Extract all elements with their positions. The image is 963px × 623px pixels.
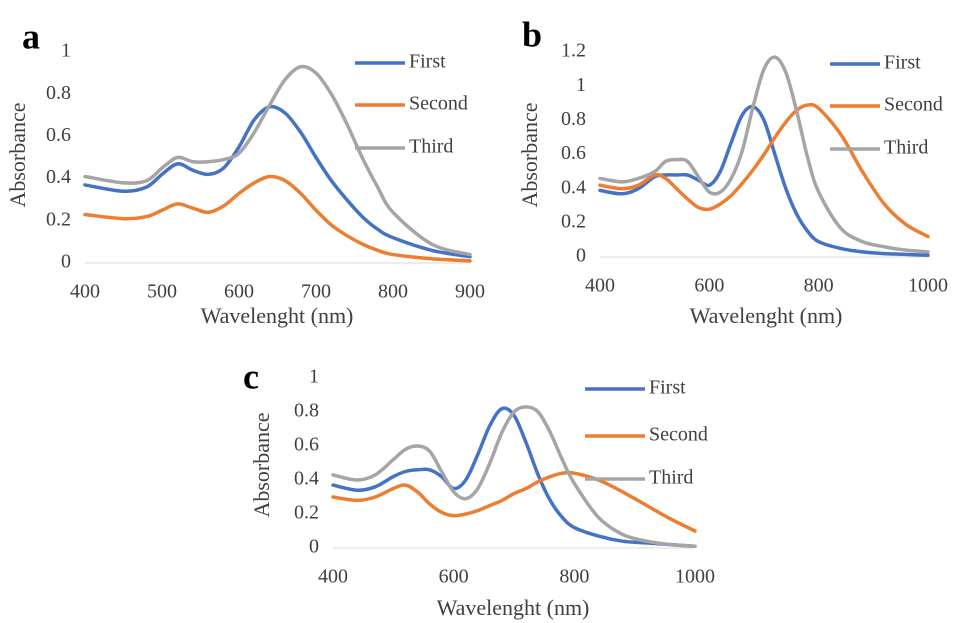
legend-label: Second	[649, 424, 708, 446]
panel-label: a	[22, 16, 40, 56]
series-line	[331, 406, 697, 549]
x-tick-label: 800	[378, 281, 408, 303]
legend-label: Third	[884, 137, 928, 159]
y-axis-title: Absorbance	[517, 102, 542, 207]
panel-label: c	[243, 356, 259, 396]
x-tick-label: 800	[559, 566, 589, 588]
x-tick-label: 400	[70, 281, 100, 303]
series-line	[598, 102, 930, 239]
x-tick-label: 700	[301, 281, 331, 303]
y-axis-title: Absorbance	[5, 102, 30, 207]
series-line	[598, 104, 930, 258]
x-axis-title: Wavelenght (nm)	[437, 595, 590, 620]
legend-label: Third	[409, 136, 453, 158]
x-tick-label: 600	[224, 281, 254, 303]
y-tick-label: 0	[309, 536, 319, 558]
x-tick-label: 1000	[908, 275, 948, 297]
y-tick-label: 0.6	[294, 434, 319, 456]
y-tick-label: 1.2	[561, 40, 586, 62]
x-tick-label: 600	[439, 566, 469, 588]
x-axis-title: Wavelenght (nm)	[201, 303, 354, 328]
y-tick-label: 0.4	[561, 176, 586, 198]
x-tick-label: 600	[694, 275, 724, 297]
legend-label: First	[649, 377, 686, 399]
y-tick-label: 0.2	[561, 210, 586, 232]
legend-label: Second	[884, 94, 943, 116]
series-line	[598, 55, 930, 254]
y-tick-label: 0.8	[561, 108, 586, 130]
x-tick-label: 900	[455, 281, 485, 303]
y-tick-label: 0.4	[294, 468, 319, 490]
x-tick-label: 800	[804, 275, 834, 297]
legend-label: First	[884, 52, 921, 74]
y-tick-label: 0	[576, 245, 586, 267]
y-tick-label: 0.2	[46, 208, 71, 230]
series-line	[331, 405, 697, 549]
legend-label: Second	[409, 93, 468, 115]
y-tick-label: 0.8	[294, 400, 319, 422]
y-tick-label: 0.8	[46, 82, 71, 104]
series-line	[331, 470, 697, 533]
y-axis-title: Absorbance	[249, 412, 274, 517]
series-line	[83, 64, 472, 257]
y-tick-label: 0.2	[294, 502, 319, 524]
y-tick-label: 1	[576, 74, 586, 96]
y-tick-label: 0	[61, 251, 71, 273]
x-axis-title: Wavelenght (nm)	[690, 303, 843, 328]
y-tick-label: 1	[61, 40, 71, 62]
y-tick-label: 0.6	[561, 142, 586, 164]
x-tick-label: 500	[147, 281, 177, 303]
y-tick-label: 0.4	[46, 166, 71, 188]
series-line	[83, 174, 472, 263]
y-tick-label: 0.6	[46, 124, 71, 146]
x-tick-label: 400	[585, 275, 615, 297]
x-tick-label: 400	[318, 566, 348, 588]
legend-label: First	[409, 51, 446, 73]
y-tick-label: 1	[309, 366, 319, 388]
panel-label: b	[522, 14, 542, 54]
legend-label: Third	[649, 467, 693, 489]
x-tick-label: 1000	[675, 566, 715, 588]
